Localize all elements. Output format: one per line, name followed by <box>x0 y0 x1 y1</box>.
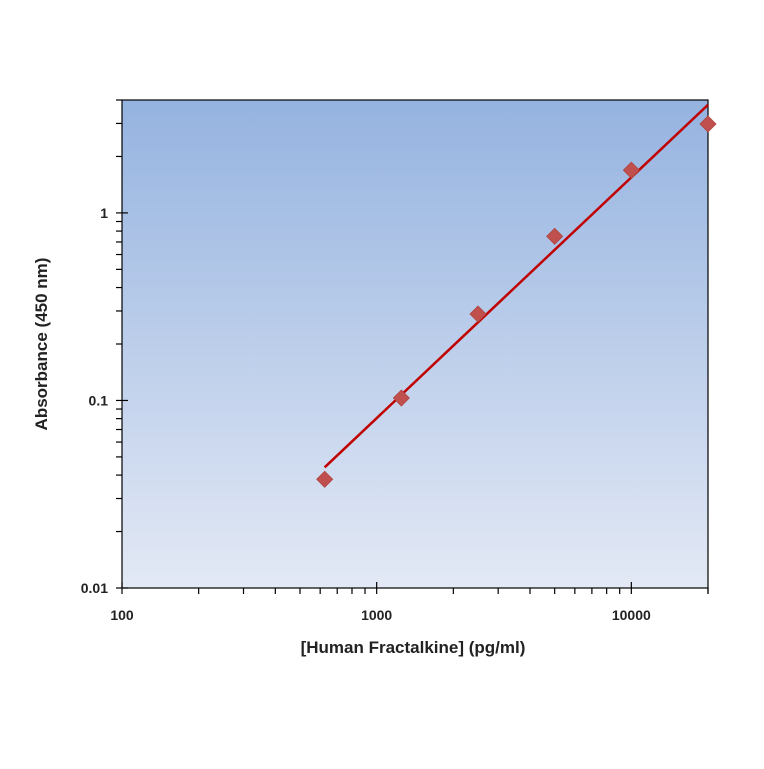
x-tick-label: 100 <box>110 607 134 623</box>
y-tick-label: 0.1 <box>89 392 109 408</box>
data-point <box>699 115 717 133</box>
data-point <box>546 227 564 245</box>
x-axis-label: [Human Fractalkine] (pg/ml) <box>301 638 526 657</box>
data-point <box>469 305 487 323</box>
x-tick-label: 1000 <box>361 607 392 623</box>
data-point <box>622 161 640 179</box>
data-point <box>392 389 410 407</box>
data-point <box>316 470 334 488</box>
plot-area <box>121 99 709 589</box>
x-tick-label: 10000 <box>612 607 651 623</box>
fit-line <box>323 103 709 469</box>
y-axis-label: Absorbance (450 nm) <box>32 258 51 431</box>
y-tick-label: 1 <box>100 205 108 221</box>
y-tick-label: 0.01 <box>81 580 108 596</box>
